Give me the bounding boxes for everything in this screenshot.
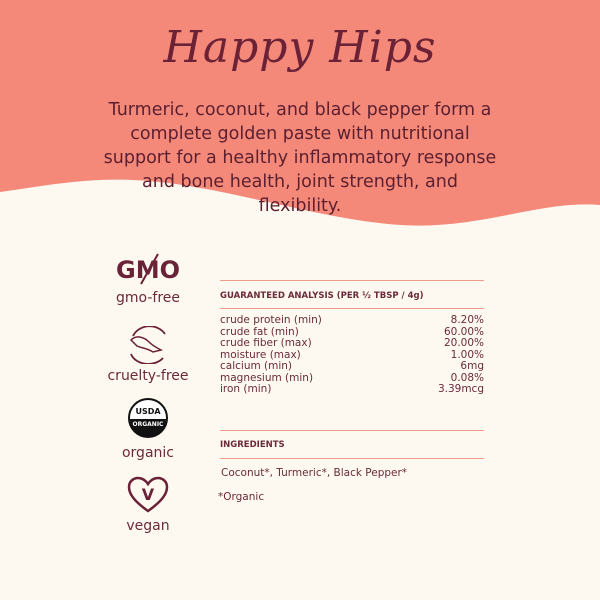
page-title: Happy Hips — [163, 22, 437, 73]
nutrient-name: crude protein (min) — [220, 314, 322, 326]
vegan-icon-text: V — [142, 485, 155, 504]
badge-label: cruelty-free — [107, 368, 189, 384]
nutrient-name: crude fat (min) — [220, 325, 299, 338]
divider — [220, 308, 484, 309]
nutrient-name: calcium (min) — [220, 360, 293, 372]
product-description: Turmeric, coconut, and black pepper form… — [103, 100, 497, 216]
nutrient-value: 20.00% — [443, 337, 484, 349]
usda-organic-seal-icon: USDA ORGANIC — [128, 398, 168, 438]
nutrient-name: magnesium (min) — [220, 371, 314, 384]
analysis-row: calcium (min) 6mg — [220, 360, 484, 373]
badge-label: organic — [121, 445, 174, 461]
badge-vegan: V vegan — [100, 476, 196, 534]
ingredients-list: Coconut*, Turmeric*, Black Pepper* — [221, 467, 408, 479]
nutrient-value: 8.20% — [450, 314, 484, 326]
organic-footnote: *Organic — [218, 491, 265, 503]
analysis-row: iron (min) 3.39mcg — [220, 383, 484, 396]
divider — [220, 458, 484, 459]
badge-gmo-free: GMO gmo-free — [100, 252, 196, 306]
divider — [220, 430, 484, 431]
nutrient-name: iron (min) — [220, 383, 272, 395]
leaping-bunny-icon — [129, 325, 166, 365]
badge-cruelty-free: cruelty-free — [100, 325, 196, 384]
svg-text:ORGANIC: ORGANIC — [133, 421, 165, 428]
header-wave-background — [0, 0, 600, 226]
nutrient-value: 6mg — [460, 360, 484, 372]
analysis-row: magnesium (min) 0.08% — [220, 371, 484, 385]
nutrient-value: 60.00% — [443, 325, 484, 338]
badge-label: vegan — [126, 518, 170, 534]
svg-text:USDA: USDA — [135, 407, 161, 416]
nutrient-name: crude fiber (max) — [220, 337, 312, 349]
analysis-table: crude protein (min) 8.20% crude fat (min) 6… — [220, 314, 484, 396]
analysis-row: crude protein (min) 8.20% — [220, 314, 484, 327]
analysis-row: crude fiber (max) 20.00% — [220, 337, 484, 350]
analysis-row: moisture (max) 1.00% — [220, 348, 484, 362]
gmo-crossed-icon: GMO — [116, 253, 180, 285]
badge-label: gmo-free — [115, 290, 180, 306]
nutrient-name: moisture (max) — [220, 348, 301, 361]
nutrient-value: 3.39mcg — [437, 383, 484, 395]
nutrient-value: 0.08% — [450, 371, 484, 384]
analysis-row: crude fat (min) 60.00% — [220, 325, 484, 339]
divider — [220, 280, 484, 281]
ingredients-heading: INGREDIENTS — [220, 440, 285, 450]
badge-organic: USDA ORGANIC organic — [100, 397, 196, 461]
heart-v-icon: V — [127, 476, 169, 513]
nutrient-value: 1.00% — [450, 348, 484, 361]
analysis-heading: GUARANTEED ANALYSIS (PER ½ TBSP / 4g) — [220, 291, 424, 301]
